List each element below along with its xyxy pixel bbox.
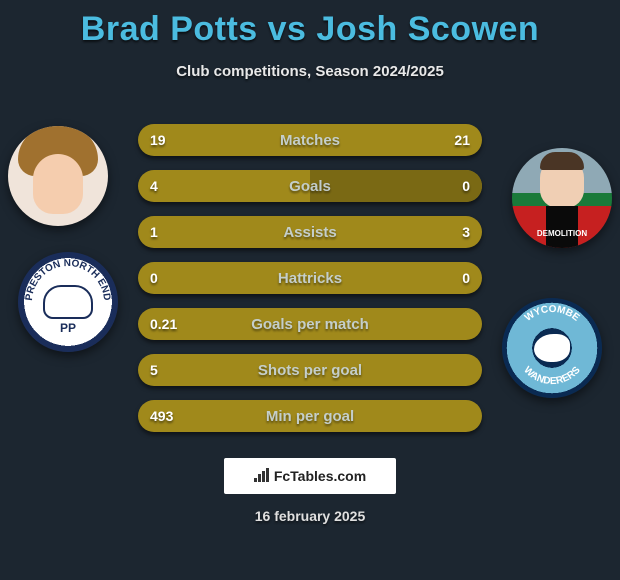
lamb-icon <box>43 285 93 319</box>
svg-text:WANDERERS: WANDERERS <box>521 365 582 388</box>
branding-badge: FcTables.com <box>224 458 396 494</box>
stat-left-value: 1 <box>150 224 158 240</box>
shirt-text: DEMOLITION <box>512 229 612 238</box>
date-text: 16 february 2025 <box>0 508 620 524</box>
swan-icon <box>534 334 570 362</box>
stat-row-goals: 4 Goals 0 <box>138 170 482 202</box>
player-right-avatar: DEMOLITION <box>512 148 612 248</box>
stat-left-value: 19 <box>150 132 166 148</box>
season-subtitle: Club competitions, Season 2024/2025 <box>0 63 620 80</box>
stat-left-value: 5 <box>150 362 158 378</box>
player-left-avatar <box>8 126 108 226</box>
stat-left-value: 0 <box>150 270 158 286</box>
stat-row-shots-per-goal: 5 Shots per goal <box>138 354 482 386</box>
stat-label: Goals <box>138 178 482 195</box>
stat-label: Shots per goal <box>138 362 482 379</box>
branding-logo-icon <box>254 468 270 485</box>
stat-row-matches: 19 Matches 21 <box>138 124 482 156</box>
stat-label: Assists <box>138 224 482 241</box>
branding-text: FcTables.com <box>274 468 366 484</box>
stat-label: Goals per match <box>138 316 482 333</box>
shirt-graphic <box>512 206 612 248</box>
stats-table: 19 Matches 21 4 Goals 0 1 Assists 3 0 Ha… <box>138 124 482 446</box>
club-right-badge: WYCOMBE WANDERERS <box>502 298 602 398</box>
stat-label: Hattricks <box>138 270 482 287</box>
stat-row-min-per-goal: 493 Min per goal <box>138 400 482 432</box>
page-title: Brad Potts vs Josh Scowen <box>0 0 620 49</box>
stat-label: Matches <box>138 132 482 149</box>
stat-right-value: 3 <box>462 224 470 240</box>
svg-text:WYCOMBE: WYCOMBE <box>523 304 582 324</box>
stat-right-value: 0 <box>462 270 470 286</box>
stat-left-value: 4 <box>150 178 158 194</box>
stat-row-hattricks: 0 Hattricks 0 <box>138 262 482 294</box>
stat-left-value: 0.21 <box>150 316 177 332</box>
stat-right-value: 21 <box>454 132 470 148</box>
stat-row-assists: 1 Assists 3 <box>138 216 482 248</box>
stat-label: Min per goal <box>138 408 482 425</box>
stat-right-value: 0 <box>462 178 470 194</box>
club-left-badge: PRESTON NORTH END <box>18 252 118 352</box>
stat-row-goals-per-match: 0.21 Goals per match <box>138 308 482 340</box>
stat-left-value: 493 <box>150 408 173 424</box>
